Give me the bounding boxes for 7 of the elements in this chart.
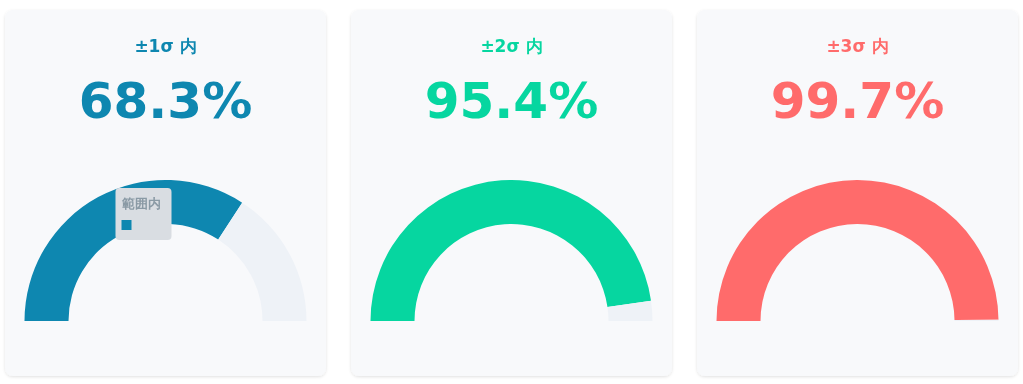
chart-title: ±1σ 内	[134, 36, 197, 56]
chart-title: ±2σ 内	[480, 36, 543, 56]
data-label: 99.7%	[770, 72, 945, 130]
chart-title: ±3σ 内	[826, 36, 889, 56]
slice-label: 範囲内	[120, 196, 161, 211]
data-label: 95.4%	[424, 72, 599, 130]
data-label: 68.3%	[78, 72, 253, 130]
